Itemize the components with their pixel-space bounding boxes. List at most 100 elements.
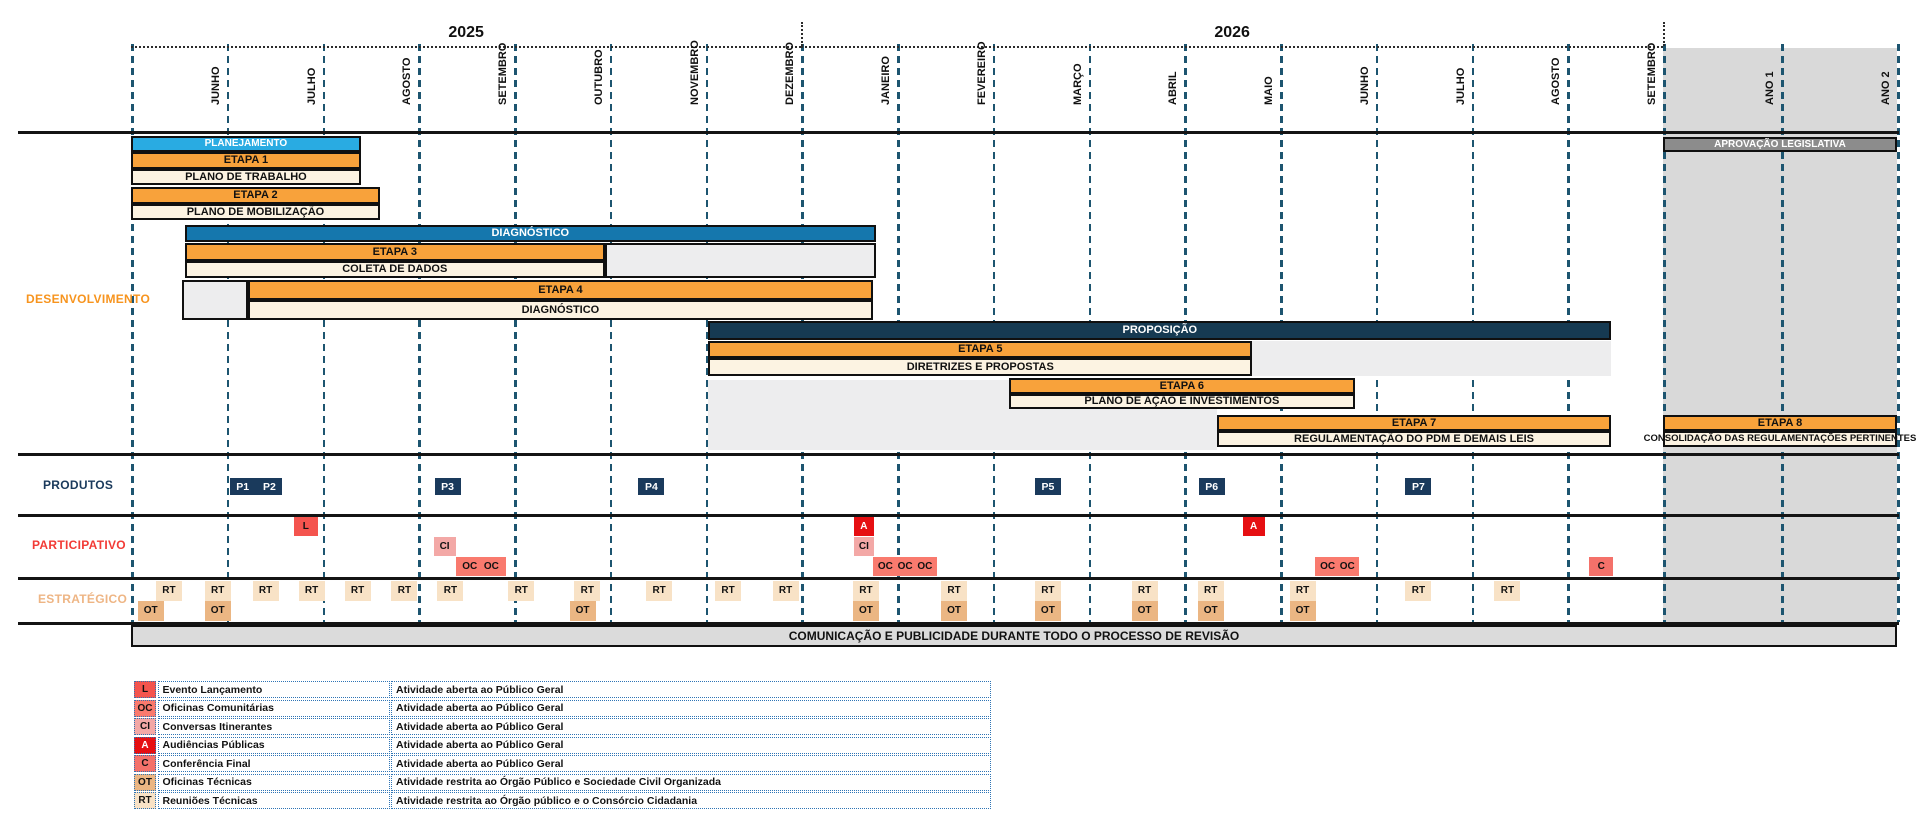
event-rt: RT xyxy=(772,581,799,601)
bar-etapa-1: ETAPA 1 xyxy=(131,152,361,169)
product-p3: P3 xyxy=(434,478,461,495)
year-column-label-ano-1: ANO 1 xyxy=(1764,71,1776,105)
bar-etapa-4: ETAPA 4 xyxy=(247,280,874,300)
month-label-novembro-5: NOVEMBRO xyxy=(688,40,701,105)
legend-badge-oc: OC xyxy=(134,699,156,717)
bar-aprovacao-legislativa: APROVAÇÃO LEGISLATIVA xyxy=(1663,137,1897,152)
month-label-março-9: MARÇO xyxy=(1071,63,1084,105)
legend-description: Atividade aberta ao Público Geral xyxy=(391,718,991,735)
section-line-0 xyxy=(18,131,1899,134)
legend-name: Conversas Itinerantes xyxy=(157,718,390,735)
legend-description: Atividade restrita ao Órgão público e o … xyxy=(391,792,991,809)
event-ot: OT xyxy=(1131,601,1158,621)
event-label: C xyxy=(1597,560,1605,572)
bar-plano-de-acao: PLANO DE AÇÃO E INVESTIMENTOS xyxy=(1009,394,1355,409)
bar-etapa-3-tail xyxy=(604,243,876,278)
event-ot: OT xyxy=(1289,601,1316,621)
event-label: A xyxy=(860,520,868,532)
bar-etapa-2: ETAPA 2 xyxy=(131,187,380,204)
bar-diagnostico-header: DIAGNÓSTICO xyxy=(184,225,876,242)
row-label-desenvolvimento: DESENVOLVIMENTO xyxy=(26,292,151,306)
event-a: A xyxy=(1242,517,1265,536)
month-label-junho-12: JUNHO xyxy=(1358,66,1371,105)
month-label-maio-11: MAIO xyxy=(1263,76,1275,105)
bar-etapa-5: ETAPA 5 xyxy=(708,341,1253,358)
month-label-agosto-14: AGOSTO xyxy=(1550,57,1563,105)
year-bracket-tick xyxy=(1663,22,1665,46)
section-line-4 xyxy=(18,622,1899,625)
event-rt: RT xyxy=(298,581,325,601)
month-gridline xyxy=(131,44,134,622)
legend-name: Evento Lançamento xyxy=(157,681,390,698)
event-oc: OC OC xyxy=(1315,557,1360,576)
event-label: OC xyxy=(462,560,478,572)
legend-description: Atividade aberta ao Público Geral xyxy=(391,699,991,717)
gray-region-tail-etapa-5 xyxy=(1252,341,1612,376)
month-label-janeiro-7: JANEIRO xyxy=(880,56,892,105)
event-ot: OT xyxy=(204,601,231,621)
legend-badge-a: A xyxy=(134,736,156,754)
legend-badge-ot: OT xyxy=(134,773,156,791)
legend-badge-rt: RT xyxy=(134,792,156,809)
product-p2: P2 xyxy=(256,478,283,495)
event-ot: OT xyxy=(137,601,164,621)
bar-coleta-de-dados: COLETA DE DADOS xyxy=(184,261,605,278)
month-label-julho-1: JULHO xyxy=(305,67,318,105)
product-p5: P5 xyxy=(1034,478,1061,495)
year-bracket-tick xyxy=(801,22,804,46)
row-label-estrategico: ESTRATÉGICO xyxy=(38,592,128,606)
event-rt: RT xyxy=(1034,581,1061,601)
month-label-agosto-2: AGOSTO xyxy=(401,57,414,105)
event-rt: RT xyxy=(252,581,279,601)
event-label: OC xyxy=(1320,560,1336,572)
event-label: OC xyxy=(897,560,913,572)
row-label-produtos: PRODUTOS xyxy=(43,478,114,492)
legend-name: Reuniões Técnicas xyxy=(157,792,390,809)
event-rt: RT xyxy=(155,581,182,601)
bar-etapa-7: ETAPA 7 xyxy=(1216,415,1612,431)
event-ot: OT xyxy=(1034,601,1061,621)
bar-diagnostico-sub: DIAGNÓSTICO xyxy=(247,300,874,320)
event-rt: RT xyxy=(1405,581,1432,601)
event-label: CI xyxy=(858,540,869,552)
bar-regulamentacao: REGULAMENTAÇÃO DO PDM E DEMAIS LEIS xyxy=(1216,431,1612,447)
legend-table: L Evento Lançamento Atividade aberta ao Pú… xyxy=(134,681,991,809)
event-c: C xyxy=(1589,557,1614,576)
year-bracket-2025 xyxy=(131,46,802,48)
legend-description: Atividade aberta ao Público Geral xyxy=(391,736,991,754)
bar-proposicao-header: PROPOSIÇÃO xyxy=(708,321,1612,340)
month-gridline xyxy=(1781,44,1784,622)
gray-region-lead-etapa-6 xyxy=(708,380,1009,450)
month-label-julho-13: JULHO xyxy=(1454,67,1467,105)
event-ci: CI xyxy=(853,537,874,556)
event-oc: OC OC OC xyxy=(873,557,938,576)
row-label-participativo: PARTICIPATIVO xyxy=(32,538,126,552)
legend-name: Oficinas Técnicas xyxy=(157,773,390,791)
event-rt: RT xyxy=(1197,581,1224,601)
event-l: L xyxy=(293,517,318,536)
month-gridline xyxy=(1663,44,1666,622)
product-p4: P4 xyxy=(638,478,665,495)
event-rt: RT xyxy=(646,581,673,601)
event-ot: OT xyxy=(1197,601,1224,621)
year-column-label-ano-2: ANO 2 xyxy=(1880,71,1892,105)
event-rt: RT xyxy=(574,581,601,601)
legend-name: Oficinas Comunitárias xyxy=(157,699,390,717)
month-label-setembro-3: SETEMBRO xyxy=(497,42,509,105)
section-line-1 xyxy=(18,453,1899,456)
event-label: OC xyxy=(1339,560,1355,572)
month-label-outubro-4: OUTUBRO xyxy=(592,49,605,105)
event-rt: RT xyxy=(344,581,371,601)
product-p6: P6 xyxy=(1198,478,1225,495)
event-label: OC xyxy=(917,560,933,572)
bar-etapa-4-lead xyxy=(181,280,248,320)
legend-badge-ci: CI xyxy=(134,718,156,735)
event-rt: RT xyxy=(1289,581,1316,601)
section-line-2 xyxy=(18,514,1899,517)
event-label: A xyxy=(1250,520,1258,532)
event-rt: RT xyxy=(1131,581,1158,601)
month-label-junho-0: JUNHO xyxy=(209,66,222,105)
ano-background xyxy=(1663,48,1897,622)
legend-badge-l: L xyxy=(134,681,156,698)
